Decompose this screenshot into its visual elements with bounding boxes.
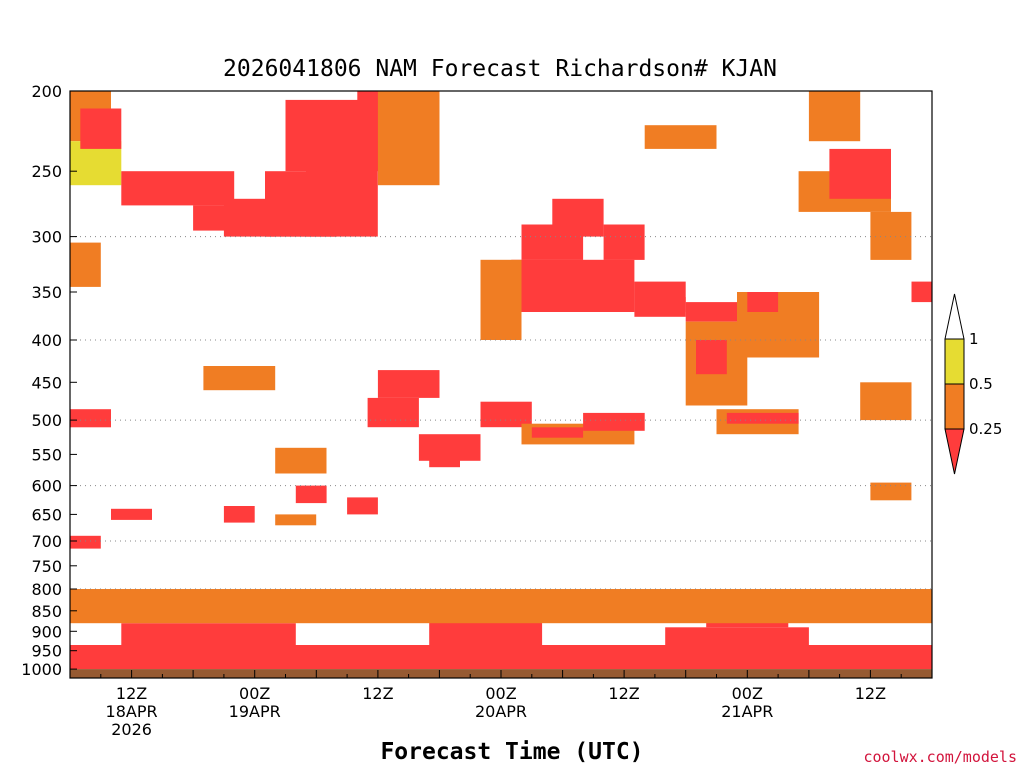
y-tick-label: 200 (31, 82, 62, 101)
y-tick-label: 750 (31, 557, 62, 576)
ri-cell (265, 171, 337, 237)
ri-cell (203, 366, 276, 391)
ri-cell (870, 211, 912, 260)
ri-cell (480, 401, 532, 428)
ri-cell (849, 156, 891, 172)
y-tick-label: 650 (31, 505, 62, 524)
ri-cell (665, 627, 809, 645)
ri-cell (111, 508, 152, 520)
ri-cell (367, 397, 419, 428)
y-tick-label: 300 (31, 228, 62, 247)
x-tick-label: 12Z (116, 684, 147, 703)
colorbar-legend: 1 0.5 0.25 (944, 293, 1002, 475)
legend-swatch-below-0.25 (944, 428, 965, 475)
y-tick-label: 850 (31, 602, 62, 621)
chart-title: 2026041806 NAM Forecast Richardson# KJAN (223, 56, 777, 82)
ri-cell (80, 108, 122, 149)
y-tick-label: 350 (31, 283, 62, 302)
y-tick-label: 600 (31, 477, 62, 496)
ri-cell (223, 506, 255, 523)
y-tick-label: 1000 (21, 660, 62, 679)
richardson-cells (70, 91, 932, 670)
ri-cell (696, 340, 727, 375)
x-tick-label: 12Z (608, 684, 639, 703)
ri-cell (552, 198, 604, 237)
legend-label: 1 (969, 330, 979, 348)
ri-cell (911, 281, 932, 303)
x-tick-label: 21APR (721, 702, 773, 721)
ri-cell (121, 623, 296, 645)
ri-cell (141, 178, 214, 199)
ri-cell (644, 125, 717, 149)
legend-label: 0.5 (969, 375, 993, 393)
ri-cell (347, 497, 378, 515)
ri-cell (70, 242, 101, 287)
x-tick-label: 12Z (855, 684, 886, 703)
ri-cell (70, 645, 932, 670)
ri-cell (480, 259, 522, 340)
ri-cell (603, 224, 645, 260)
y-tick-label: 250 (31, 162, 62, 181)
ri-cell (70, 409, 111, 428)
x-tick-label: 19APR (229, 702, 281, 721)
ri-cell (429, 457, 460, 468)
legend-swatch-0.5-1 (944, 338, 965, 385)
ri-cell (275, 447, 327, 474)
ri-cell (685, 302, 748, 322)
x-tick-label: 00Z (485, 684, 516, 703)
legend-swatch-0.25-0.5 (944, 383, 965, 430)
ri-cell (418, 434, 481, 461)
y-axis: 200 250 300 350 400 450 500 550 600 650 700 750 800 8… (21, 82, 77, 679)
x-tick-label: 18APR (106, 702, 158, 721)
ri-cell (829, 148, 891, 199)
ri-cell (726, 412, 799, 424)
ri-cell (70, 535, 101, 549)
y-tick-label: 800 (31, 580, 62, 599)
x-axis-title: Forecast Time (UTC) (380, 739, 643, 765)
ri-cell (747, 292, 779, 312)
y-tick-label: 950 (31, 642, 62, 661)
ri-cell (275, 514, 317, 526)
ri-cell (70, 589, 932, 624)
y-tick-label: 550 (31, 445, 62, 464)
y-tick-label: 500 (31, 411, 62, 430)
ri-cell (860, 382, 912, 421)
y-tick-label: 400 (31, 331, 62, 350)
legend-label: 0.25 (969, 420, 1002, 438)
legend-swatch-above-1 (944, 293, 965, 340)
x-tick-label: 00Z (239, 684, 270, 703)
x-tick-label: 2026 (111, 720, 152, 739)
y-tick-label: 450 (31, 373, 62, 392)
ri-cell (511, 259, 635, 312)
ri-cell (531, 427, 584, 438)
ri-cell (654, 297, 686, 312)
ri-cell (377, 370, 440, 398)
ri-cell (295, 485, 327, 504)
credit-text: coolwx.com/models (863, 748, 1017, 766)
x-tick-label: 20APR (475, 702, 527, 721)
x-tick-label: 00Z (732, 684, 763, 703)
ri-cell (870, 482, 912, 501)
ri-cell (583, 412, 645, 431)
ri-cell (808, 91, 861, 142)
y-tick-label: 700 (31, 532, 62, 551)
ri-cell (377, 91, 440, 186)
y-tick-label: 900 (31, 622, 62, 641)
x-tick-label: 12Z (362, 684, 393, 703)
